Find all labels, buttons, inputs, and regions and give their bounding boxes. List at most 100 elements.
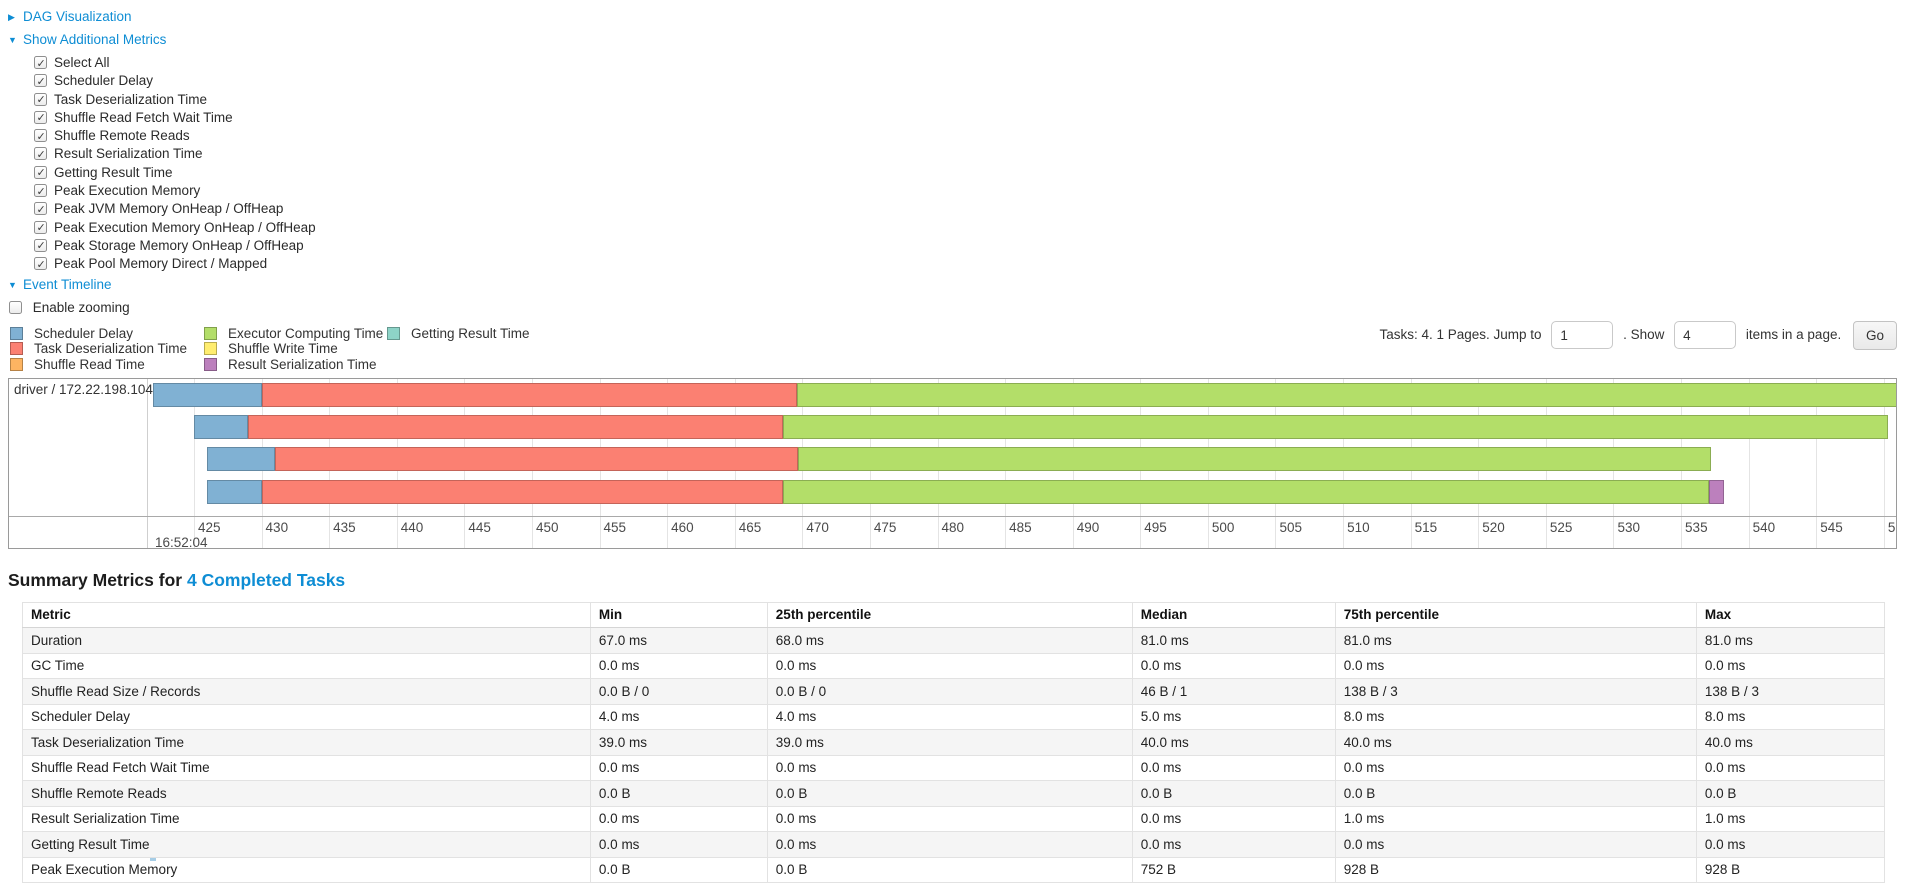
- metric-checkbox-label: Select All: [54, 55, 110, 70]
- metric-value-cell: 0.0 ms: [1131, 754, 1336, 782]
- metric-value-cell: 4.0 ms: [766, 703, 1133, 731]
- timeline-legend: Scheduler Delay Task Deserialization Time…: [8, 326, 1897, 373]
- metric-value-cell: 81.0 ms: [1695, 627, 1886, 654]
- metric-checkbox-row: Peak Storage Memory OnHeap / OffHeap: [34, 237, 1897, 255]
- jump-to-page-input[interactable]: [1551, 321, 1614, 350]
- dag-visualization-toggle[interactable]: ▶ DAG Visualization: [8, 8, 1897, 26]
- metric-value-cell: 138 B / 3: [1695, 678, 1886, 705]
- event-timeline-toggle[interactable]: ▼ Event Timeline: [8, 276, 1897, 294]
- metric-value-cell: 0.0 ms: [1695, 831, 1886, 858]
- metric-checkbox[interactable]: [34, 164, 47, 182]
- summary-metrics-title: Summary Metrics for 4 Completed Tasks: [8, 570, 1897, 591]
- table-row: Result Serialization Time 0.0 ms 0.0 ms 0.0…: [22, 805, 1886, 833]
- task-bar-segment-scheduler-delay[interactable]: [207, 479, 262, 504]
- legend-item-label: Shuffle Write Time: [228, 341, 338, 357]
- metric-value-cell: 0.0 B: [589, 856, 768, 883]
- metric-value-cell: 46 B / 1: [1131, 678, 1336, 705]
- metric-checkbox[interactable]: [34, 91, 47, 109]
- task-bar-segment-task-deserialization[interactable]: [261, 479, 784, 504]
- table-row: Duration 67.0 ms 68.0 ms 81.0 ms 81.0 ms 81.0…: [22, 627, 1886, 654]
- timeline-tick-label: 470: [806, 519, 829, 535]
- timeline-plot-area: 425 430 435 440 445 450 455 460 465 470 475 480 485 4…: [148, 378, 1896, 548]
- summary-title-text: Summary Metrics for: [8, 569, 183, 590]
- metric-checkbox[interactable]: [34, 128, 47, 146]
- metric-checkbox[interactable]: [34, 55, 47, 73]
- metric-checkbox[interactable]: [34, 146, 47, 164]
- timeline-gridline: [1816, 378, 1818, 548]
- timeline-tick-label: 550: [1887, 519, 1896, 535]
- expanded-arrow-icon: ▼: [8, 279, 17, 290]
- task-bar-segment-result-serialization[interactable]: [1709, 479, 1725, 504]
- task-bar-segment-task-deserialization[interactable]: [248, 415, 784, 440]
- task-bar-segment-scheduler-delay[interactable]: [193, 415, 249, 440]
- legend-item-label: Scheduler Delay: [34, 325, 134, 341]
- metric-checkbox-label: Result Serialization Time: [54, 146, 203, 162]
- legend-swatch-icon: [10, 342, 23, 356]
- timeline-tick-label: 540: [1752, 519, 1776, 535]
- timeline-tick-label: 535: [1685, 519, 1708, 535]
- timeline-tick-label: 430: [265, 519, 289, 535]
- table-row: Peak Execution Memory 0.0 B 0.0 B 752 B 928 …: [22, 856, 1886, 883]
- completed-tasks-link[interactable]: 4 Completed Tasks: [186, 569, 346, 590]
- metric-name-cell: Getting Result Time: [22, 831, 591, 858]
- metric-value-cell: 81.0 ms: [1131, 627, 1336, 654]
- metric-value-cell: 0.0 ms: [1131, 831, 1336, 858]
- task-bar-segment-executor-computing[interactable]: [798, 447, 1711, 472]
- task-bar-segment-scheduler-delay[interactable]: [207, 447, 276, 472]
- task-bar-segment-executor-computing[interactable]: [783, 479, 1710, 504]
- task-bar-segment-task-deserialization[interactable]: [261, 382, 797, 407]
- collapsed-arrow-icon: ▶: [8, 12, 15, 22]
- table-column-header: Median: [1131, 601, 1336, 629]
- metric-value-cell: 5.0 ms: [1131, 703, 1336, 731]
- items-per-page-input[interactable]: [1674, 321, 1737, 350]
- metric-value-cell: 4.0 ms: [589, 703, 768, 731]
- metric-value-cell: 39.0 ms: [766, 729, 1133, 756]
- timeline-tick-label: 445: [468, 519, 491, 535]
- timeline-gridline: [193, 378, 195, 548]
- legend-swatch-icon: [204, 342, 217, 356]
- timeline-tick-label: 515: [1414, 519, 1438, 535]
- enable-zooming-row: Enable zooming: [9, 299, 1897, 317]
- metric-value-cell: 0.0 B: [766, 856, 1133, 883]
- metric-checkbox[interactable]: [34, 256, 47, 274]
- show-additional-metrics-toggle[interactable]: ▼ Show Additional Metrics: [8, 31, 1897, 49]
- metric-value-cell: 40.0 ms: [1334, 729, 1697, 756]
- metric-checkbox[interactable]: [34, 183, 47, 201]
- task-bar-segment-scheduler-delay[interactable]: [153, 382, 262, 407]
- metric-value-cell: 0.0 ms: [589, 652, 768, 680]
- table-column-header: Min: [589, 601, 768, 629]
- metric-checkbox-label: Scheduler Delay: [54, 73, 154, 89]
- metric-checkbox[interactable]: [34, 237, 47, 255]
- task-bar-segment-executor-computing[interactable]: [783, 415, 1888, 440]
- metric-checkbox-label: Peak Storage Memory OnHeap / OffHeap: [54, 237, 304, 253]
- enable-zooming-checkbox[interactable]: [9, 300, 22, 314]
- timeline-tick-label: 450: [535, 519, 559, 535]
- metric-value-cell: 8.0 ms: [1695, 703, 1886, 731]
- task-bar-segment-task-deserialization[interactable]: [275, 447, 799, 472]
- table-row: Shuffle Remote Reads 0.0 B 0.0 B 0.0 B 0.0 B…: [22, 780, 1886, 807]
- metric-checkbox[interactable]: [34, 201, 47, 219]
- summary-metrics-table: Metric Min 25th percentile Median 75th perce…: [22, 601, 1886, 883]
- metric-name-cell: Task Deserialization Time: [22, 729, 591, 756]
- legend-item: Executor Computing Time: [204, 326, 387, 342]
- table-row: Getting Result Time 0.0 ms 0.0 ms 0.0 ms 0.0…: [22, 831, 1886, 858]
- metric-checkbox-row: Select All: [34, 54, 1897, 73]
- show-additional-metrics-label: Show Additional Metrics: [23, 32, 167, 47]
- timeline-tick-label: 525: [1549, 519, 1573, 535]
- metric-checkbox-row: Shuffle Remote Reads: [34, 127, 1897, 146]
- metric-checkbox-row: Scheduler Delay: [34, 72, 1897, 91]
- dag-visualization-label: DAG Visualization: [23, 9, 132, 24]
- legend-column: Executor Computing Time Shuffle Write Tim…: [204, 326, 387, 373]
- go-button[interactable]: Go: [1852, 320, 1897, 350]
- timeline-tick-label: 435: [333, 519, 356, 535]
- metric-value-cell: 0.0 ms: [589, 754, 768, 782]
- event-timeline-label: Event Timeline: [23, 276, 112, 292]
- legend-item-label: Executor Computing Time: [228, 325, 384, 341]
- metric-value-cell: 0.0 ms: [766, 831, 1133, 858]
- metric-name-cell: GC Time: [22, 652, 591, 680]
- timeline-group-column: driver / 172.22.198.104: [9, 378, 153, 548]
- task-bar-segment-executor-computing[interactable]: [796, 382, 1896, 407]
- metric-checkbox[interactable]: [34, 109, 47, 127]
- metric-checkbox[interactable]: [34, 219, 47, 237]
- metric-checkbox[interactable]: [34, 73, 47, 91]
